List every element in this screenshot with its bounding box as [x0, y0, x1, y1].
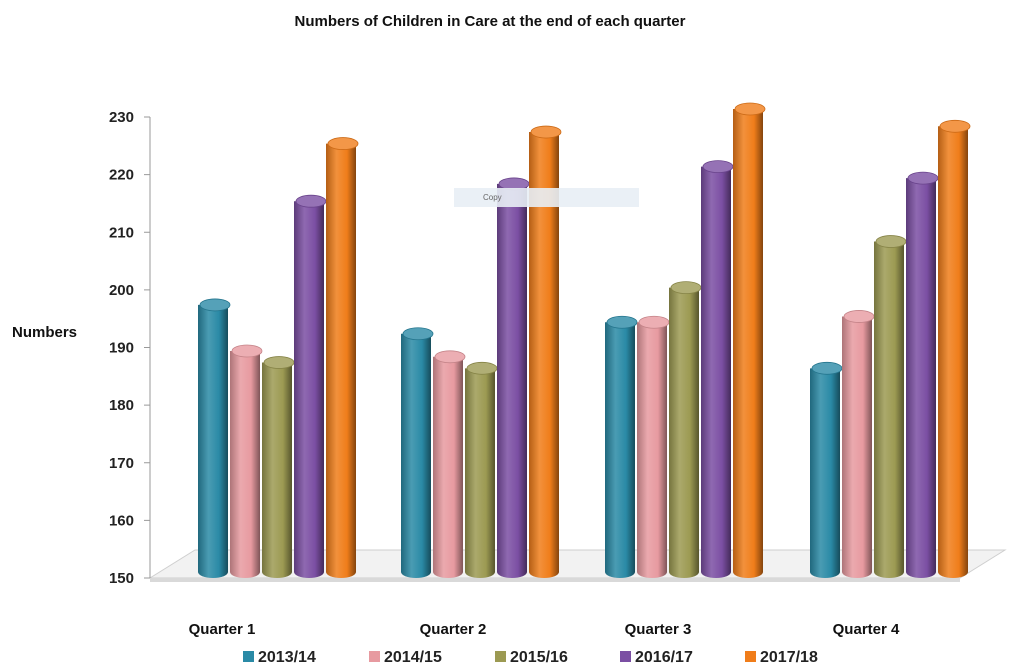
legend-item: 2016/17: [620, 649, 693, 666]
legend-swatch: [369, 651, 380, 662]
x-tick-label: Quarter 2: [420, 621, 487, 638]
y-tick-label: 220: [109, 167, 134, 184]
bar: [938, 119, 971, 578]
bar: [294, 194, 327, 578]
x-tick-label: Quarter 1: [189, 621, 256, 638]
y-tick-label: 180: [109, 397, 134, 414]
bar: [401, 327, 434, 578]
y-tick-label: 170: [109, 455, 134, 472]
bar: [733, 102, 766, 578]
y-tick-label: 190: [109, 340, 134, 357]
bar: [529, 125, 562, 579]
legend-label: 2013/14: [258, 649, 316, 666]
tooltip-text: Copy: [483, 193, 502, 202]
y-tick-label: 160: [109, 512, 134, 529]
legend-label: 2017/18: [760, 649, 818, 666]
bar: [262, 356, 295, 578]
bar: [497, 177, 530, 578]
legend-label: 2016/17: [635, 649, 693, 666]
bar: [842, 310, 875, 578]
y-axis-label: Numbers: [12, 324, 77, 341]
y-tick-label: 230: [109, 109, 134, 126]
x-tick-label: Quarter 3: [625, 621, 692, 638]
y-tick-label: 210: [109, 224, 134, 241]
chart-title: Numbers of Children in Care at the end o…: [295, 13, 686, 30]
legend-item: 2017/18: [745, 649, 818, 666]
bar: [669, 281, 702, 578]
y-tick-label: 200: [109, 282, 134, 299]
bar: [465, 361, 498, 578]
bar: [326, 137, 359, 578]
y-tick-label: 150: [109, 570, 134, 587]
legend-label: 2015/16: [510, 649, 568, 666]
bar: [874, 235, 907, 578]
bar: [198, 298, 231, 578]
bar: [701, 160, 734, 578]
legend-swatch: [745, 651, 756, 662]
chart-floor: [148, 549, 1007, 582]
legend: 2013/14 2014/15 2015/16 2016/17 2017/18: [243, 649, 818, 666]
bar: [433, 350, 466, 578]
legend-item: 2014/15: [369, 649, 442, 666]
bar: [906, 171, 939, 578]
copy-tooltip[interactable]: Copy: [454, 188, 639, 207]
category-labels: Quarter 1 Quarter 2 Quarter 3 Quarter 4: [189, 621, 900, 638]
legend-swatch: [620, 651, 631, 662]
bar: [605, 315, 638, 578]
bar: [810, 361, 843, 578]
legend-item: 2013/14: [243, 649, 316, 666]
y-axis: 150 160 170 180 190 200 210 220 230: [109, 109, 151, 587]
legend-label: 2014/15: [384, 649, 442, 666]
legend-swatch: [243, 651, 254, 662]
x-tick-label: Quarter 4: [833, 621, 900, 638]
bar: [230, 344, 263, 578]
bar: [637, 315, 670, 578]
legend-swatch: [495, 651, 506, 662]
bars-group: [198, 102, 971, 579]
legend-item: 2015/16: [495, 649, 568, 666]
